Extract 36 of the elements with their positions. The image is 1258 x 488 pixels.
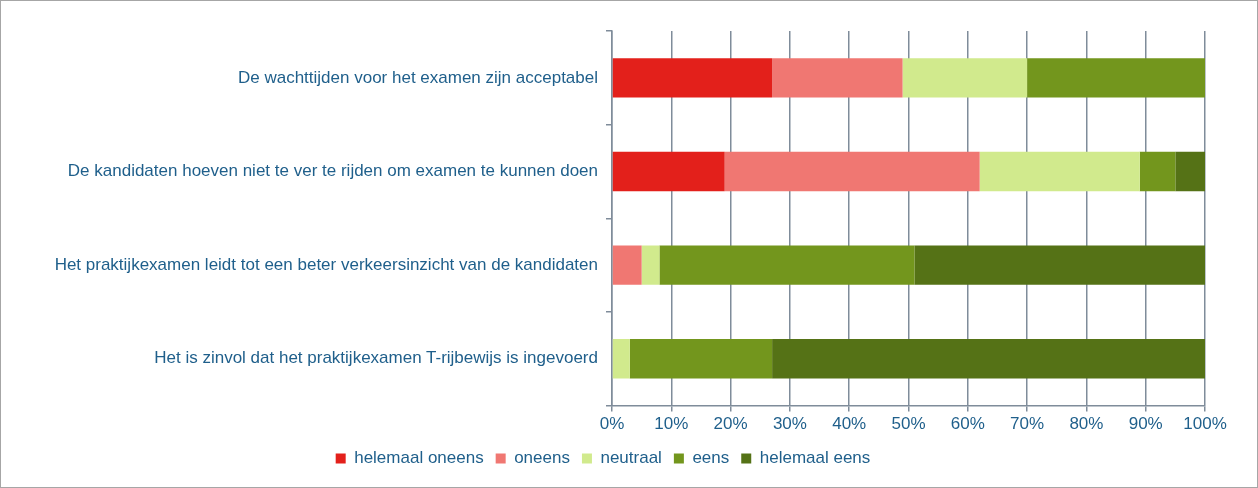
bar — [612, 58, 773, 98]
bar — [612, 151, 725, 192]
y-tick-label: Het is zinvol dat het praktijkexamen T-rijbewijs is ingevoerd — [154, 348, 598, 368]
y-tick-label: De kandidaten hoeven niet te ver te rijden om examen te kunnen doen — [67, 161, 598, 181]
x-tick-label: 80% — [1069, 414, 1104, 434]
bar — [641, 245, 660, 285]
legend-label: neutraal — [600, 448, 662, 468]
x-tick-label: 70% — [1010, 414, 1045, 434]
bar — [629, 339, 773, 379]
bar — [659, 245, 915, 285]
bar — [612, 339, 630, 379]
bar — [772, 339, 1205, 379]
x-tick-label: 100% — [1183, 414, 1227, 434]
y-tick-label: De wachttijden voor het examen zijn acceptabel — [237, 67, 598, 87]
legend-label: helemaal oneens — [354, 448, 484, 468]
x-tick-label: 50% — [891, 414, 926, 434]
legend-label: eens — [692, 448, 730, 468]
bar — [1139, 151, 1176, 192]
bar — [1027, 58, 1205, 98]
legend-label: helemaal eens — [759, 448, 871, 468]
x-tick-label: 30% — [772, 414, 807, 434]
x-tick-label: 0% — [599, 414, 625, 434]
bar — [612, 245, 642, 285]
bar — [914, 245, 1205, 285]
legend-label: oneens — [514, 448, 570, 468]
bar — [724, 151, 980, 192]
x-tick-label: 10% — [654, 414, 689, 434]
y-tick-label: Het praktijkexamen leidt tot een beter verkeersinzicht van de kandidaten — [54, 254, 598, 274]
bar — [772, 58, 903, 98]
x-tick-label: 90% — [1128, 414, 1163, 434]
bar — [1175, 151, 1205, 192]
x-tick-label: 60% — [950, 414, 985, 434]
x-tick-label: 40% — [832, 414, 867, 434]
bar — [979, 151, 1140, 192]
x-tick-label: 20% — [713, 414, 748, 434]
bar — [902, 58, 1028, 98]
